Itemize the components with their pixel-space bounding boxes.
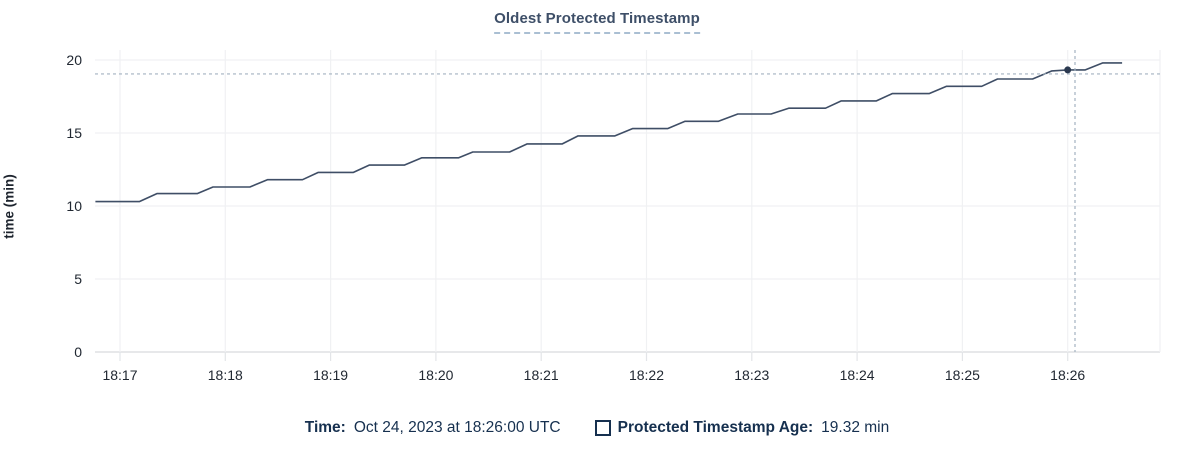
svg-text:10: 10: [66, 198, 82, 214]
svg-text:18:17: 18:17: [102, 367, 137, 383]
series-line: [95, 62, 1123, 203]
legend-time-label: Time:: [304, 419, 346, 436]
svg-text:18:22: 18:22: [629, 367, 664, 383]
svg-text:5: 5: [74, 271, 82, 287]
y-axis-tick-labels: 0 5 10 15 20: [66, 52, 82, 360]
svg-text:18:23: 18:23: [734, 367, 769, 383]
legend-time-group: Time: Oct 24, 2023 at 18:26:00 UTC: [305, 419, 561, 437]
svg-text:18:20: 18:20: [418, 367, 453, 383]
square-outline-icon[interactable]: [594, 420, 611, 436]
legend-series-value: 19.32 min: [821, 419, 890, 436]
svg-text:18:21: 18:21: [524, 367, 559, 383]
legend-series-group: Protected Timestamp Age: 19.32 min: [594, 419, 890, 437]
chart-title[interactable]: Oldest Protected Timestamp: [494, 10, 700, 34]
svg-text:18:25: 18:25: [945, 367, 980, 383]
svg-text:20: 20: [66, 52, 82, 68]
svg-text:18:24: 18:24: [840, 367, 875, 383]
svg-text:18:26: 18:26: [1050, 367, 1085, 383]
hover-point: [1064, 66, 1072, 74]
hover-legend: Time: Oct 24, 2023 at 18:26:00 UTC Prote…: [0, 419, 1194, 437]
svg-text:18:18: 18:18: [208, 367, 243, 383]
vertical-gridlines: [119, 50, 1161, 361]
legend-time-value: Oct 24, 2023 at 18:26:00 UTC: [353, 419, 561, 436]
hover-crosshair: [95, 50, 1160, 352]
svg-text:15: 15: [66, 125, 82, 141]
svg-text:0: 0: [74, 344, 82, 360]
horizontal-gridlines: [95, 59, 1160, 353]
svg-text:18:19: 18:19: [313, 367, 348, 383]
x-axis-tick-labels: 18:17 18:18 18:19 18:20 18:21 18:22 18:23 18:24…: [102, 367, 1085, 383]
legend-series-label: Protected Timestamp Age:: [617, 419, 814, 436]
